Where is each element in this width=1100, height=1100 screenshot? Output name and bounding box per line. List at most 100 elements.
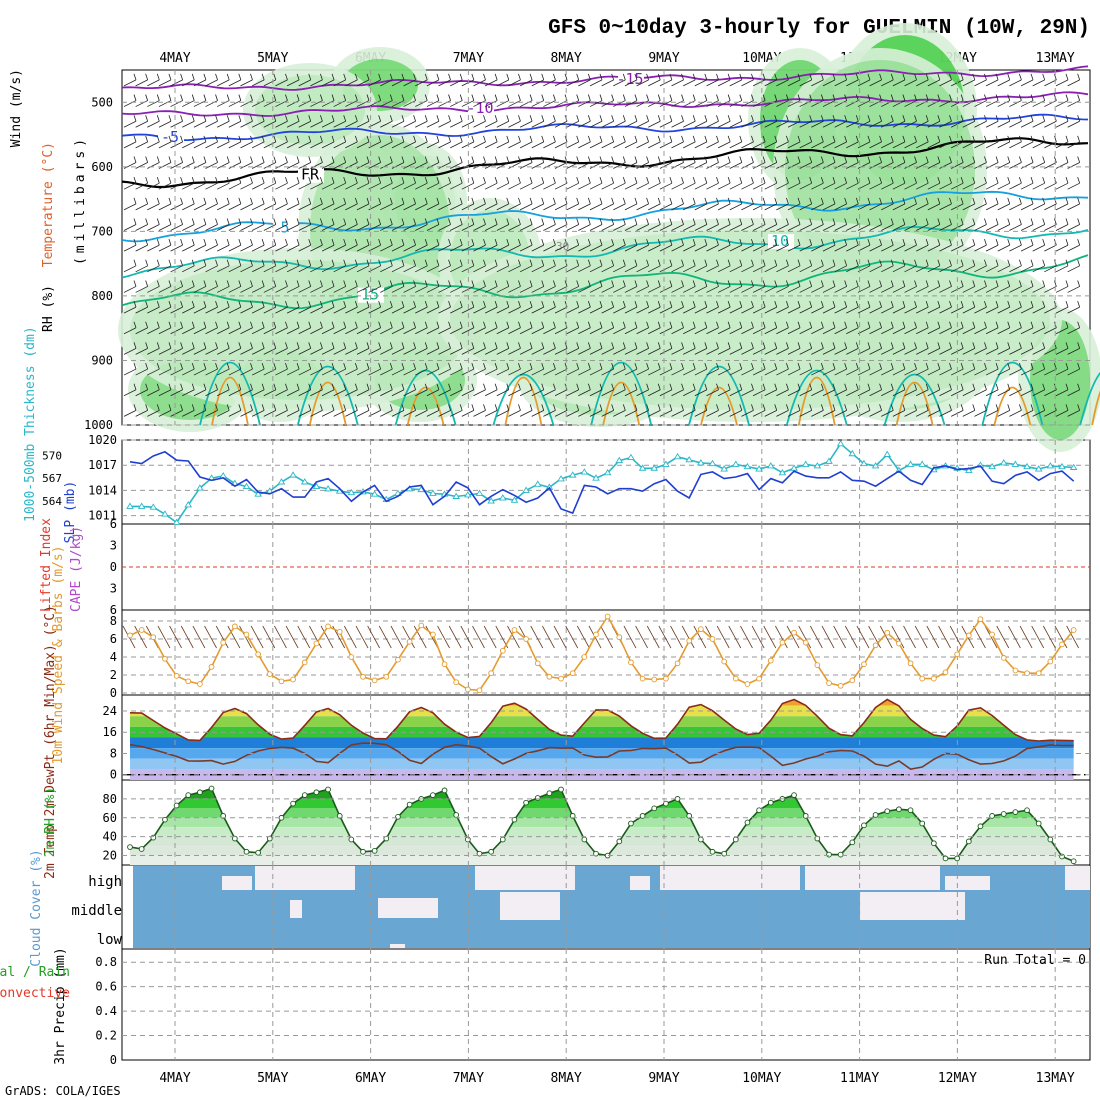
- isotherm-line: [394, 369, 457, 426]
- wind-barb: [706, 348, 719, 355]
- wind-barb: [867, 404, 871, 411]
- wind-barb: [413, 404, 416, 411]
- wind-barb: [226, 73, 230, 81]
- wind-barb: [566, 348, 579, 355]
- rh-point: [476, 850, 483, 857]
- wind-barb: [343, 239, 347, 246]
- wind-barb: [774, 383, 778, 390]
- wind-barb: [799, 182, 812, 190]
- wind-barb: [508, 327, 521, 335]
- wind-speed-point: [942, 669, 949, 676]
- wind-barb: [587, 218, 591, 225]
- wind-barb: [541, 362, 545, 370]
- wind-barb: [356, 182, 370, 190]
- wind-barb: [285, 300, 288, 308]
- wind-barb: [892, 286, 906, 293]
- wind-barb: [902, 342, 906, 349]
- wind-barb: [145, 135, 149, 142]
- wind-barb: [496, 368, 509, 376]
- wind-barb: [1009, 79, 1022, 87]
- wind-barb: [914, 383, 917, 390]
- wind-barb: [764, 265, 777, 273]
- wind-barb: [228, 286, 242, 293]
- wind-barb: [962, 203, 975, 211]
- wind-barb: [599, 239, 603, 246]
- thickness-point: [312, 482, 321, 490]
- wind10m-barb: [926, 625, 940, 649]
- wind-barb: [147, 348, 160, 355]
- wind-barb: [869, 79, 882, 87]
- cloud-clear-area: [290, 900, 302, 918]
- wind-barb: [331, 135, 335, 142]
- wind-barb: [473, 306, 486, 314]
- wind-barb: [704, 218, 708, 225]
- wind-barb: [962, 79, 975, 87]
- wind-barb: [343, 321, 347, 328]
- wind-barb: [296, 280, 300, 287]
- wind-barb: [925, 94, 929, 101]
- wind-barb: [261, 94, 265, 101]
- wind-barb: [461, 120, 475, 128]
- wind-barb: [659, 141, 673, 149]
- wind-barb: [426, 162, 440, 169]
- wind-barb: [892, 100, 906, 107]
- wind-barb: [657, 362, 661, 370]
- slp-line: [129, 450, 1075, 515]
- wind-barb: [473, 410, 486, 417]
- wind-barb: [892, 79, 906, 87]
- wind-barb: [135, 265, 148, 273]
- wind-barb: [985, 224, 999, 231]
- wind-barb: [974, 327, 987, 335]
- wind-barb: [496, 306, 509, 314]
- wind-barb: [774, 135, 778, 142]
- wind-barb: [694, 182, 708, 190]
- wind-barb: [424, 342, 428, 349]
- wind-speed-point: [1035, 670, 1042, 677]
- wind-barb: [529, 197, 533, 204]
- wind-barb: [648, 141, 661, 149]
- wind-barb: [450, 100, 463, 107]
- wind-barb: [215, 383, 218, 390]
- wind-barb: [587, 239, 591, 246]
- wind-barb: [401, 218, 405, 225]
- wind-barb: [1020, 286, 1034, 293]
- wind10m-barb: [879, 625, 893, 649]
- wind-barb: [832, 177, 836, 184]
- wind-barb: [459, 156, 463, 163]
- wind-barb: [869, 265, 882, 273]
- wind-barb: [832, 73, 836, 81]
- wind-barb: [191, 135, 195, 142]
- wind-barb: [939, 224, 952, 231]
- wind-barb: [436, 239, 440, 246]
- wind-barb: [438, 203, 451, 211]
- wind-barb: [275, 100, 288, 107]
- wind-barb: [436, 218, 440, 225]
- wind-barb: [949, 321, 952, 328]
- wind-barb: [193, 244, 207, 252]
- wind-barb: [832, 300, 836, 308]
- wind-barb: [518, 177, 521, 184]
- thickness-point: [1069, 463, 1078, 470]
- wind-barb: [343, 156, 347, 163]
- wind-barb: [203, 197, 207, 204]
- wind-barb: [531, 203, 544, 211]
- wind-barb: [240, 141, 253, 149]
- wind-barb: [939, 389, 952, 397]
- wind-barb: [611, 259, 615, 266]
- wind-barb: [636, 368, 649, 376]
- wind-barb: [962, 244, 975, 252]
- wind-barb: [238, 197, 242, 204]
- wind-barb: [622, 321, 626, 328]
- wind-barb: [217, 265, 230, 273]
- wind-barb: [589, 327, 603, 335]
- wind-barb: [659, 203, 673, 211]
- wind-barb: [450, 265, 463, 273]
- wind-barb: [692, 404, 696, 411]
- wind-barb: [135, 306, 148, 314]
- wind-barb: [799, 162, 812, 169]
- wind-barb: [809, 94, 813, 101]
- wind-barb: [296, 342, 300, 349]
- wind-barb: [1032, 306, 1045, 314]
- wind-barb: [974, 244, 987, 252]
- wind-barb: [450, 389, 463, 397]
